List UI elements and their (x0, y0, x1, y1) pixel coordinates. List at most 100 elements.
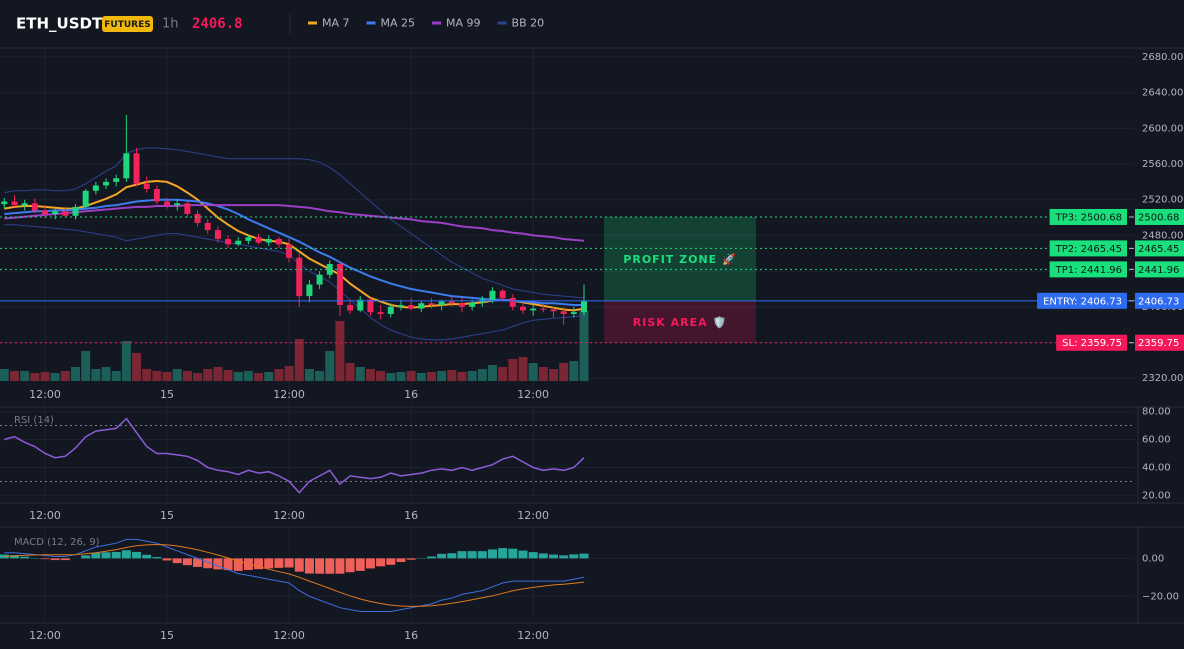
y-tick-label: 20.00 (1142, 490, 1171, 501)
histogram-bar (315, 558, 325, 574)
x-tick-label: 12:00 (517, 509, 549, 522)
candle-body (72, 206, 79, 216)
histogram-bar (223, 558, 233, 571)
volume-bar (325, 351, 335, 381)
histogram-bar (447, 553, 457, 559)
volume-bar (101, 367, 111, 381)
candle-body (316, 274, 323, 285)
candle-body (570, 312, 577, 314)
pane-title: MACD (12, 26, 9) (14, 537, 100, 548)
candle-body (387, 306, 394, 314)
candle-body (448, 301, 455, 304)
histogram-bar (345, 558, 355, 573)
candle-body (62, 211, 69, 216)
histogram-bar (193, 558, 203, 567)
volume-bar (386, 373, 396, 381)
volume-bar (355, 367, 365, 381)
candle-body (194, 214, 201, 223)
candle-body (103, 181, 110, 186)
x-tick-label: 12:00 (273, 629, 305, 642)
volume-bar (132, 353, 142, 381)
candle-body (21, 203, 28, 206)
candle-body (377, 312, 384, 314)
volume-bar (538, 367, 548, 381)
volume-bar (30, 373, 40, 381)
y-tick-label: 2680.00 (1142, 52, 1183, 63)
candle-body (296, 257, 303, 297)
volume-bar (91, 369, 101, 381)
histogram-bar (233, 558, 243, 571)
volume-bar (365, 369, 375, 381)
interval: 1h (162, 17, 179, 32)
volume-bar (447, 370, 457, 381)
histogram-bar (213, 558, 223, 570)
histogram-bar (203, 558, 213, 569)
volume-bar (264, 372, 274, 381)
histogram-bar (355, 558, 365, 571)
volume-bar (376, 371, 386, 381)
volume-bar (467, 371, 477, 381)
level-label-bg (1049, 240, 1127, 257)
volume-bar (142, 369, 152, 381)
candle-body (560, 311, 567, 314)
candle-body (357, 299, 364, 311)
volume-bar (294, 339, 304, 381)
level-label-bg (1049, 208, 1127, 225)
histogram-bar (81, 555, 91, 559)
volume-bar (304, 369, 314, 381)
volume-bar (182, 371, 192, 381)
histogram-bar (325, 558, 335, 574)
x-tick-label: 12:00 (517, 388, 549, 401)
pane-title: RSI (14) (14, 415, 54, 426)
indicator-line (4, 179, 585, 312)
histogram-bar (152, 557, 162, 559)
volume-bar (81, 351, 91, 381)
candle-body (458, 303, 465, 307)
volume-bar (121, 341, 131, 381)
candle-body (469, 302, 476, 307)
zone-label: PROFIT ZONE 🚀 (623, 253, 736, 266)
volume-bar (20, 371, 30, 381)
histogram-bar (274, 558, 284, 568)
histogram-bar (40, 558, 50, 560)
candle-body (336, 263, 343, 306)
x-tick-label: 15 (160, 388, 174, 401)
macd-line (4, 538, 585, 612)
y-tick-label: 2480.00 (1142, 230, 1183, 241)
zone-label: RISK AREA 🛡️ (633, 316, 727, 329)
volume-bar (437, 371, 447, 381)
volume-bar (315, 371, 325, 381)
volume-bar (579, 311, 589, 381)
volume-bar (0, 369, 9, 381)
level-label-bg (1049, 261, 1127, 278)
volume-bar (203, 369, 213, 381)
price-axis-tag: 2406.73 (1138, 296, 1179, 307)
symbol: ETH_USDT (16, 15, 103, 33)
price-axis-tag-bg (1135, 292, 1184, 309)
candle-body (286, 244, 293, 258)
volume-bar (60, 371, 70, 381)
candle-body (367, 299, 374, 313)
price-axis-tag-bg (1135, 240, 1184, 257)
volume-bar (193, 373, 203, 381)
indicator-line (4, 147, 585, 299)
histogram-bar (365, 558, 375, 569)
histogram-bar (437, 553, 447, 559)
candle-body (113, 178, 120, 182)
candle-body (347, 305, 354, 311)
price-axis-tag: 2359.75 (1138, 338, 1179, 349)
histogram-bar (528, 552, 538, 559)
candle-body (509, 297, 516, 307)
volume-bar (274, 369, 284, 381)
legend-label: MA 99 (446, 17, 481, 30)
zone (604, 300, 756, 343)
histogram-bar (396, 558, 406, 562)
y-tick-label: 2600.00 (1142, 123, 1183, 134)
histogram-bar (386, 558, 396, 565)
histogram-bar (569, 554, 579, 559)
volume-bar (152, 371, 162, 381)
histogram-bar (335, 558, 345, 574)
price-axis-tag-bg (1135, 334, 1184, 351)
zone (604, 216, 756, 301)
histogram-bar (101, 552, 111, 559)
